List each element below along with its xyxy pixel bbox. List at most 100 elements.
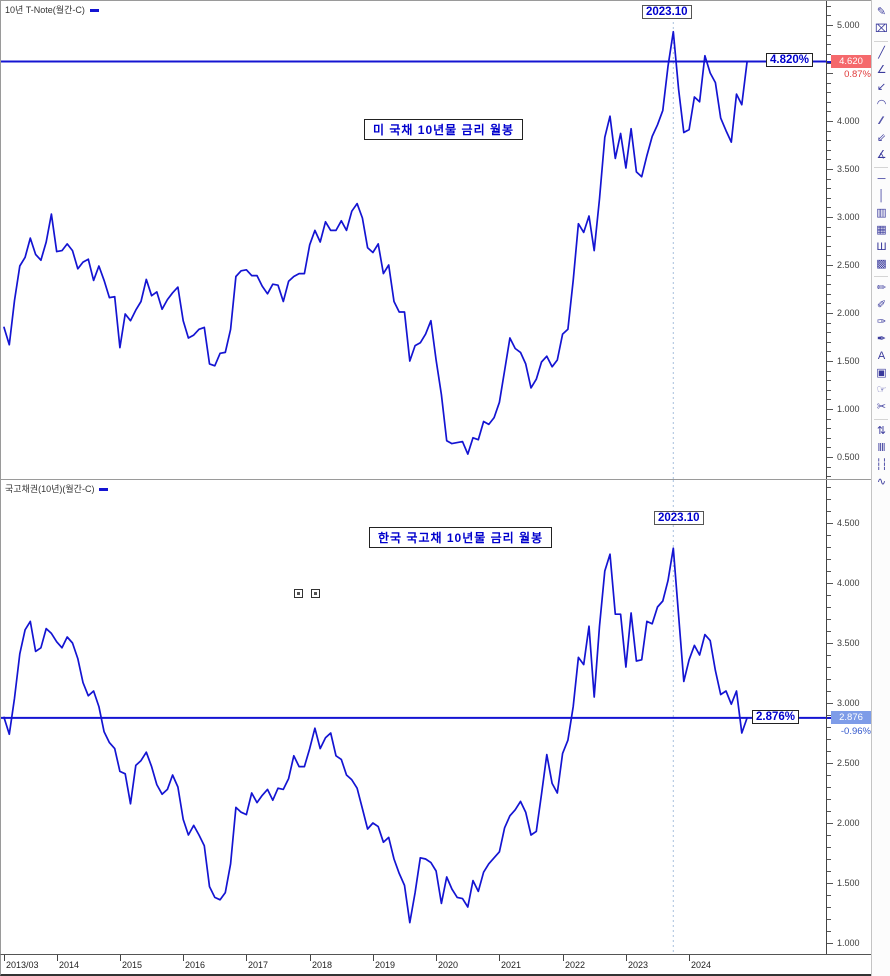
- updown-arrows-icon[interactable]: ⇅: [876, 425, 886, 437]
- selection-handle[interactable]: [311, 589, 320, 598]
- series-label: 국고채권(10년)(월간-C): [5, 484, 95, 494]
- x-axis-tick: [57, 955, 58, 961]
- y-axis-major-tick: [827, 943, 833, 944]
- y-axis-tick-label: 1.000: [837, 404, 860, 414]
- date-annotation-label[interactable]: 2023.10: [642, 5, 692, 19]
- selection-handle[interactable]: [294, 589, 303, 598]
- y-axis-minor-tick: [827, 907, 831, 908]
- y-axis-major-tick: [827, 409, 833, 410]
- zigzag-icon[interactable]: ∿: [876, 476, 886, 488]
- y-axis-minor-tick: [827, 871, 831, 872]
- y-axis-minor-tick: [827, 447, 831, 448]
- kr-10y-price-plot[interactable]: [1, 480, 827, 954]
- fib-timezone-icon[interactable]: ✒: [876, 333, 886, 345]
- hand-tool-icon[interactable]: ☞: [876, 384, 887, 396]
- y-axis-line: [826, 1, 827, 479]
- fib-fan-icon[interactable]: ✐: [876, 299, 886, 311]
- us-10y-chart-panel: 10년 T-Note(월간-C) 미 국채 10년물 금리 월봉 2023.10…: [0, 0, 871, 480]
- horizontal-line-price-label[interactable]: 2.876%: [752, 710, 800, 724]
- x-axis-tick: [689, 955, 690, 961]
- toolbar-separator: [874, 167, 888, 168]
- arc-line-icon[interactable]: ◠: [876, 98, 887, 110]
- y-axis-minor-tick: [827, 847, 831, 848]
- y-axis-minor-tick: [827, 919, 831, 920]
- y-axis-major-tick: [827, 523, 833, 524]
- y-axis-minor-tick: [827, 284, 831, 285]
- image-stamp-icon[interactable]: ▣: [876, 367, 886, 379]
- y-axis-tick-label: 2.500: [837, 758, 860, 768]
- vertical-line-icon[interactable]: │: [878, 190, 885, 202]
- y-axis-minor-tick: [827, 102, 831, 103]
- y-axis-minor-tick: [827, 535, 831, 536]
- horizontal-line-icon[interactable]: ─: [877, 173, 886, 185]
- price-line-series: [3, 30, 748, 455]
- y-axis-major-tick: [827, 583, 833, 584]
- y-axis-minor-tick: [827, 739, 831, 740]
- y-axis-minor-tick: [827, 715, 831, 716]
- trendline-icon[interactable]: ╱: [878, 47, 885, 59]
- y-axis-minor-tick: [827, 595, 831, 596]
- toolbar-separator: [874, 41, 888, 42]
- y-axis-minor-tick: [827, 179, 831, 180]
- x-axis-tick: [373, 955, 374, 961]
- arrow-line-icon[interactable]: ↙: [876, 81, 886, 93]
- price-change-percent: -0.96%: [840, 726, 871, 737]
- horizontal-line-price-label[interactable]: 4.820%: [766, 53, 814, 67]
- y-axis-minor-tick: [827, 428, 831, 429]
- y-axis-major-tick: [827, 73, 833, 74]
- line-color-indicator: [89, 9, 99, 13]
- y-axis-minor-tick: [827, 931, 831, 932]
- vertical-dashed-icon[interactable]: ┆┆: [875, 459, 887, 471]
- angle-line-icon[interactable]: ∠: [876, 64, 887, 76]
- toolbar-separator: [874, 419, 888, 420]
- x-axis: 2013/03 2014 2015 2016 2017 2018 2019 2020 2021 2…: [0, 954, 872, 976]
- y-axis-minor-tick: [827, 207, 831, 208]
- channel-icon[interactable]: Ш: [876, 241, 886, 253]
- y-axis-minor-tick: [827, 131, 831, 132]
- current-price-badge: 4.620: [831, 55, 871, 68]
- y-axis-major-tick: [827, 217, 833, 218]
- chart-title-annotation[interactable]: 미 국채 10년물 금리 월봉: [364, 119, 524, 140]
- y-axis-minor-tick: [827, 547, 831, 548]
- y-axis-minor-tick: [827, 44, 831, 45]
- drawing-toolbar: ✎ ⌧ ╱ ∠ ↙ ◠ ∕∕ ⇙ ∡ ─ │ ▥ ▦ Ш ▩ ✏ ✐ ✑ ✒ A ▣ ☞ ✂ ⇅ ‖‖ ┆┆ ∿: [871, 0, 890, 976]
- vertical-grid-icon[interactable]: ‖‖: [877, 442, 885, 454]
- y-axis-tick-label: 2.000: [837, 308, 860, 318]
- x-axis-tick-label: 2019: [375, 960, 396, 970]
- us-10y-price-plot[interactable]: [1, 1, 827, 480]
- chart-title-annotation[interactable]: 한국 국고채 10년물 금리 월봉: [369, 527, 553, 548]
- grid-section-icon[interactable]: ▩: [876, 258, 886, 270]
- price-bars-icon[interactable]: ▥: [876, 207, 886, 219]
- date-annotation-label[interactable]: 2023.10: [654, 511, 704, 525]
- y-axis-minor-tick: [827, 111, 831, 112]
- y-axis-minor-tick: [827, 835, 831, 836]
- measure-tool-icon[interactable]: ✂: [876, 401, 886, 413]
- text-tool-icon[interactable]: A: [877, 350, 885, 362]
- current-price-axis-tick: [827, 717, 833, 719]
- y-axis-minor-tick: [827, 275, 831, 276]
- y-axis-minor-tick: [827, 399, 831, 400]
- y-axis-tick-label: 1.000: [837, 938, 860, 948]
- x-axis-tick-label: 2015: [122, 960, 143, 970]
- parallel-lines-icon[interactable]: ∕∕: [880, 115, 883, 127]
- eraser-icon[interactable]: ⌧: [875, 23, 888, 35]
- segment-handle-icon[interactable]: ∡: [876, 149, 887, 161]
- y-axis-minor-tick: [827, 255, 831, 256]
- x-axis-tick-label: 2021: [501, 960, 522, 970]
- x-axis-tick-label: 2020: [438, 960, 459, 970]
- y-axis-minor-tick: [827, 246, 831, 247]
- current-price-axis-tick: [827, 61, 833, 63]
- grid-icon[interactable]: ▦: [876, 224, 886, 236]
- price-line-series: [3, 547, 748, 924]
- y-axis-tick-label: 5.000: [837, 20, 860, 30]
- fib-retracement-icon[interactable]: ✏: [876, 282, 886, 294]
- y-axis-minor-tick: [827, 679, 831, 680]
- y-axis-minor-tick: [827, 140, 831, 141]
- y-axis-tick-label: 1.500: [837, 356, 860, 366]
- fib-arc-icon[interactable]: ✑: [876, 316, 886, 328]
- y-axis-minor-tick: [827, 150, 831, 151]
- y-axis-major-tick: [827, 361, 833, 362]
- draw-pencil-icon[interactable]: ✎: [876, 6, 886, 18]
- fan-lines-icon[interactable]: ⇙: [876, 132, 886, 144]
- y-axis-minor-tick: [827, 419, 831, 420]
